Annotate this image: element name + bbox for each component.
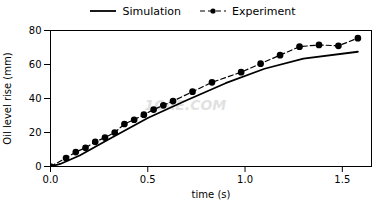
svg-text:20: 20: [29, 127, 42, 138]
html-text:Simulation: Simulation: [122, 4, 181, 18]
html-text:Experiment: Experiment: [232, 4, 296, 18]
svg-text:1.5: 1.5: [334, 174, 350, 185]
svg-text:1.0: 1.0: [237, 174, 253, 185]
svg-text:0.5: 0.5: [140, 174, 156, 185]
svg-text:40: 40: [29, 93, 42, 104]
svg-text:Oil level rise (mm): Oil level rise (mm): [2, 52, 13, 144]
svg-text:0.0: 0.0: [43, 174, 59, 185]
svg-text:time (s): time (s): [192, 189, 231, 200]
svg-text:1CAE.COM: 1CAE.COM: [144, 97, 226, 113]
svg-text:80: 80: [29, 25, 42, 36]
svg-text:60: 60: [29, 59, 42, 70]
svg-text:0: 0: [35, 161, 41, 172]
